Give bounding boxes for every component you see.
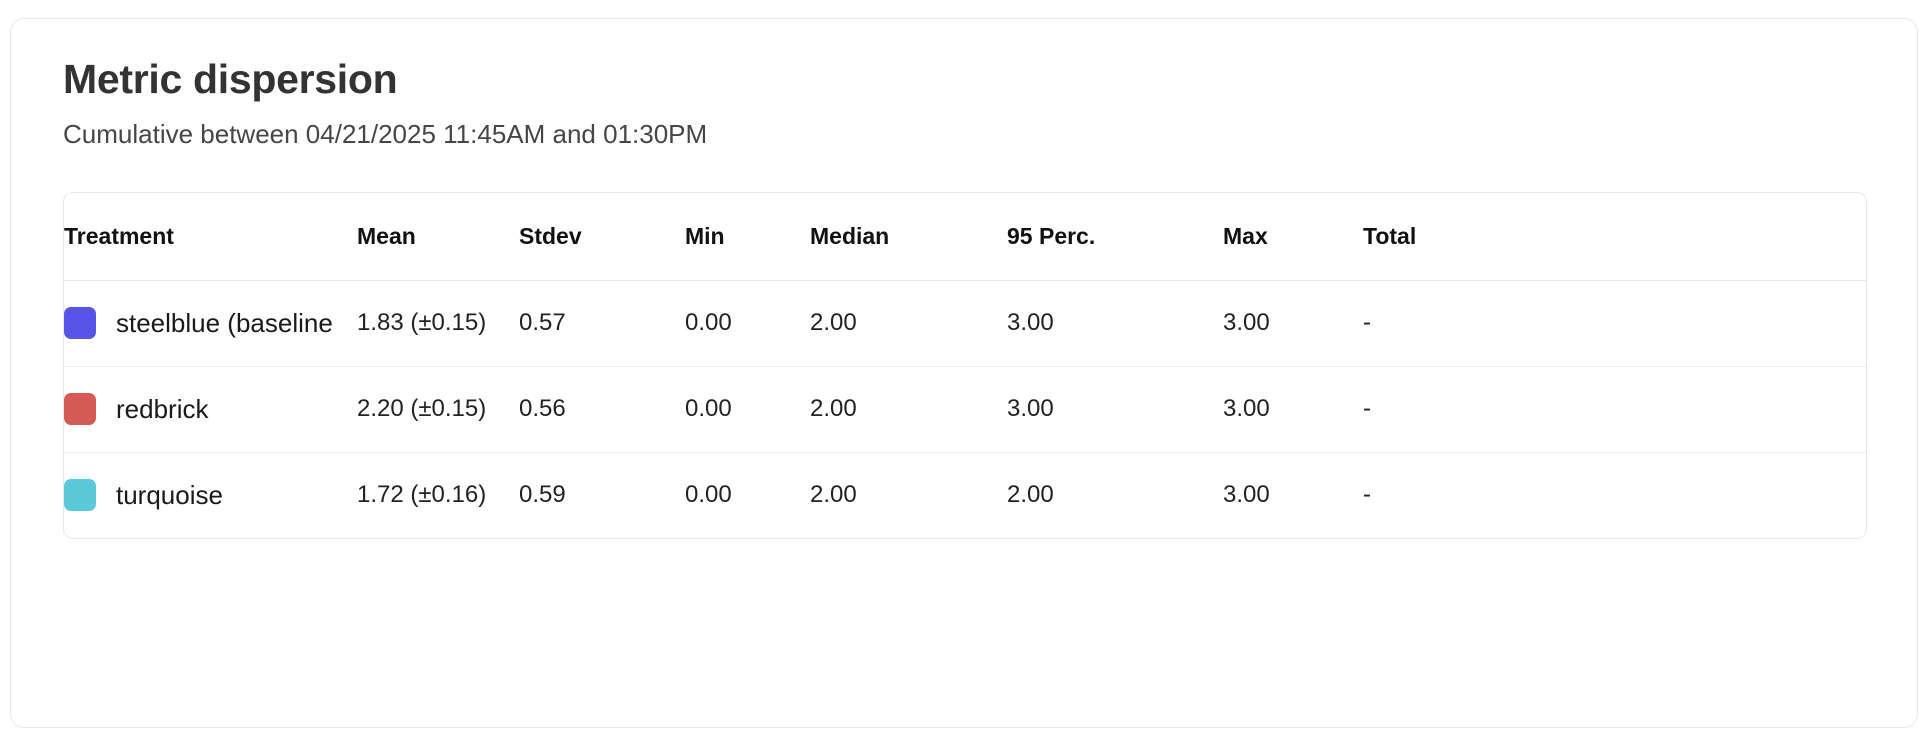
metric-dispersion-card: Metric dispersion Cumulative between 04/…: [10, 18, 1918, 728]
cell-stdev: 0.59: [519, 451, 685, 538]
cell-median: 2.00: [810, 451, 1007, 538]
table-row[interactable]: redbrick 2.20 (±0.15) 0.56 0.00 2.00 3.0…: [64, 365, 1866, 452]
metrics-table-container: Treatment Mean Stdev Min Median 95 Perc.…: [63, 192, 1867, 539]
cell-stdev: 0.56: [519, 365, 685, 452]
cell-min: 0.00: [685, 451, 810, 538]
treatment-label: redbrick: [116, 393, 209, 424]
cell-max: 3.00: [1223, 451, 1363, 538]
cell-total: -: [1363, 309, 1371, 336]
table-row[interactable]: turquoise 1.72 (±0.16) 0.59 0.00 2.00 2.…: [64, 451, 1866, 538]
metrics-table: Treatment Mean Stdev Min Median 95 Perc.…: [64, 193, 1866, 538]
cell-median: 2.00: [810, 365, 1007, 452]
column-header-min[interactable]: Min: [685, 193, 810, 281]
color-swatch-icon: [64, 307, 96, 339]
table-header: Treatment Mean Stdev Min Median 95 Perc.…: [64, 193, 1866, 281]
column-header-stdev[interactable]: Stdev: [519, 193, 685, 281]
cell-stdev: 0.57: [519, 309, 566, 336]
cell-total: -: [1363, 451, 1866, 538]
column-header-mean[interactable]: Mean: [357, 193, 519, 281]
cell-max: 3.00: [1223, 365, 1363, 452]
cell-mean: 1.83 (±0.15): [357, 309, 487, 336]
table-row[interactable]: steelblue (baseline 1.83 (±0.15) 0.57 0.…: [64, 280, 1866, 366]
color-swatch-icon: [64, 479, 96, 512]
cell-treatment: turquoise: [64, 451, 357, 538]
cell-95-perc: 3.00: [1007, 309, 1054, 336]
cell-median: 2.00: [810, 309, 857, 336]
cell-mean: 2.20 (±0.15): [357, 365, 519, 452]
column-header-max[interactable]: Max: [1223, 193, 1363, 281]
card-header: Metric dispersion Cumulative between 04/…: [11, 19, 1917, 149]
column-header-median[interactable]: Median: [810, 193, 1007, 281]
treatment-label: steelblue (baseline: [116, 307, 333, 338]
treatment-label: turquoise: [116, 479, 223, 510]
table-body: steelblue (baseline 1.83 (±0.15) 0.57 0.…: [64, 280, 1866, 538]
cell-95-perc: 2.00: [1007, 451, 1223, 538]
cell-total: -: [1363, 365, 1866, 452]
column-header-95-perc[interactable]: 95 Perc.: [1007, 193, 1223, 281]
cell-treatment: redbrick: [64, 365, 357, 452]
cell-mean: 1.72 (±0.16): [357, 451, 519, 538]
cell-treatment: steelblue (baseline: [64, 280, 357, 366]
color-swatch-icon: [64, 393, 96, 425]
cell-min: 0.00: [685, 309, 732, 336]
cell-max: 3.00: [1223, 309, 1270, 336]
card-subtitle: Cumulative between 04/21/2025 11:45AM an…: [63, 119, 708, 149]
column-header-treatment[interactable]: Treatment: [64, 193, 357, 281]
table-header-row: Treatment Mean Stdev Min Median 95 Perc.…: [64, 193, 1866, 281]
column-header-total[interactable]: Total: [1363, 193, 1866, 281]
cell-95-perc: 3.00: [1007, 365, 1223, 452]
page-title: Metric dispersion: [63, 56, 398, 102]
cell-min: 0.00: [685, 365, 810, 452]
